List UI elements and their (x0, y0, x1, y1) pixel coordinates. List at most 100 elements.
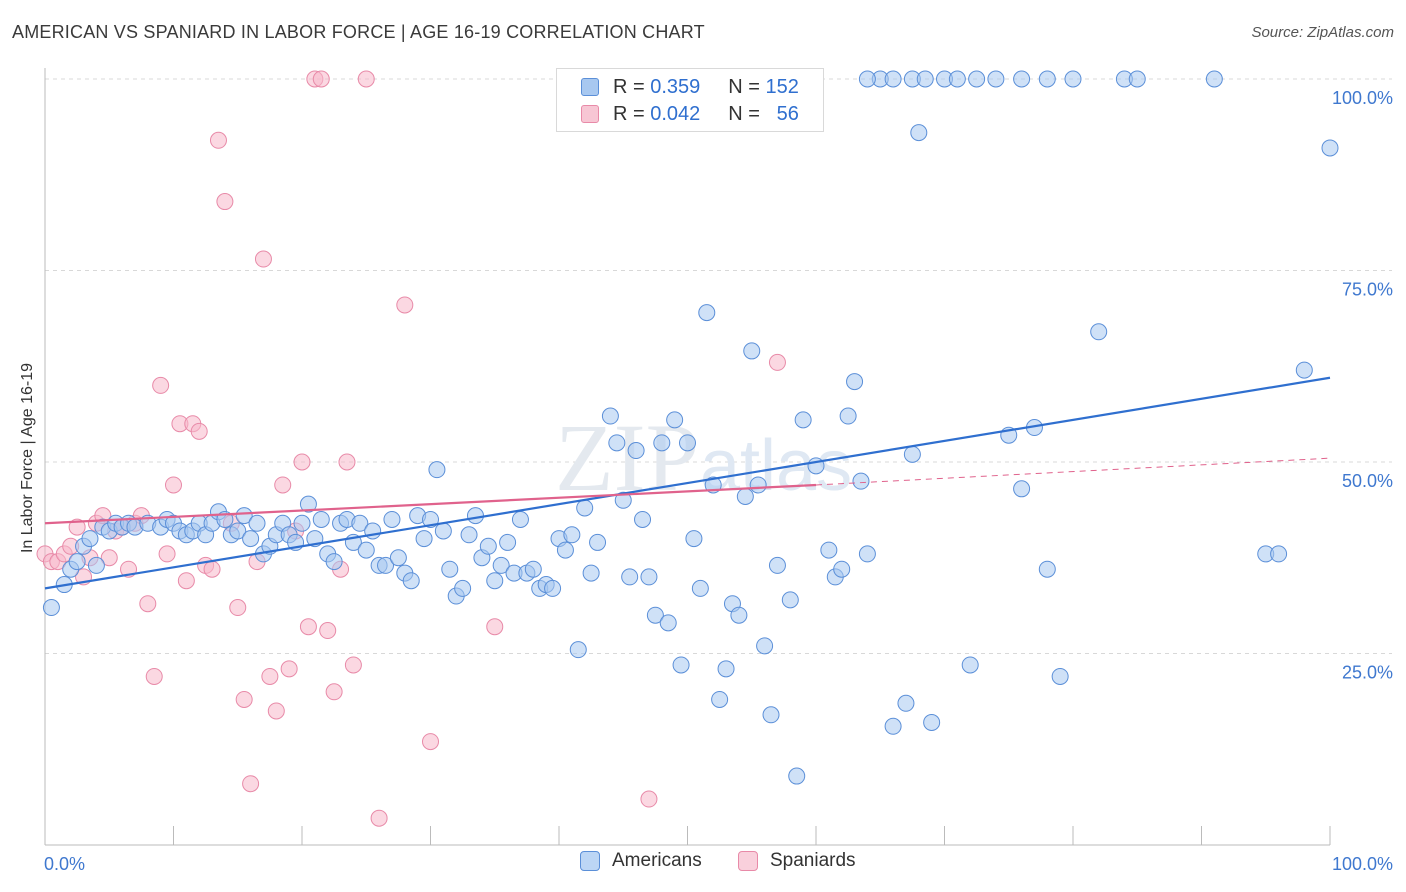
spaniard-point (280, 660, 298, 678)
spaniard-point (235, 690, 253, 708)
x-tick-label-min: 0.0% (44, 854, 85, 874)
spaniards-legend-swatch (738, 851, 758, 871)
americans-swatch (581, 78, 599, 96)
spaniard-point (261, 667, 279, 685)
american-point (608, 434, 626, 452)
american-point (884, 70, 902, 88)
american-point (81, 530, 99, 548)
spaniard-point (177, 572, 195, 590)
american-point (1013, 70, 1031, 88)
spaniard-point (344, 656, 362, 674)
y-tick-label: 100.0% (1332, 88, 1393, 108)
spaniard-point (274, 476, 292, 494)
spaniard-point (68, 518, 86, 536)
american-point (248, 514, 266, 532)
american-point (968, 70, 986, 88)
american-point (653, 434, 671, 452)
american-point (756, 637, 774, 655)
legend-n-value: 152 (765, 75, 799, 98)
american-point (659, 614, 677, 632)
legend-n-value: 56 (776, 102, 799, 125)
spaniard-point (229, 599, 247, 617)
legend-r-label: R = (613, 75, 645, 98)
american-point (1051, 667, 1069, 685)
american-point (351, 514, 369, 532)
american-point (1270, 545, 1288, 563)
y-tick-label: 25.0% (1342, 663, 1393, 683)
spaniard-point (216, 193, 234, 211)
americans-legend-swatch (580, 851, 600, 871)
american-point (511, 510, 529, 528)
spaniard-point (267, 702, 285, 720)
american-point (717, 660, 735, 678)
american-point (679, 434, 696, 452)
spaniard-point (165, 476, 182, 494)
legend-row-spaniards: R = 0.042 N = 56 (581, 101, 799, 127)
american-point (312, 510, 330, 528)
spaniard-point (370, 809, 388, 827)
american-point (666, 411, 684, 429)
chart-title: AMERICAN VS SPANIARD IN LABOR FORCE | AG… (12, 22, 705, 42)
chart-source: Source: ZipAtlas.com (1251, 24, 1394, 41)
american-point (293, 514, 311, 532)
stats-legend: R = 0.359 N = 152 R = 0.042 N = 56 (556, 68, 824, 132)
american-point (749, 476, 767, 494)
american-point (910, 124, 928, 142)
american-point (884, 717, 902, 735)
spaniard-point (209, 131, 227, 149)
american-point (235, 507, 253, 525)
spaniard-point (203, 560, 221, 578)
legend-r-value: 0.359 (650, 75, 701, 98)
spaniard-point (152, 376, 170, 394)
american-point (1038, 560, 1056, 578)
spaniard-point (768, 353, 786, 371)
spaniard-point (158, 545, 176, 563)
spaniard-point (145, 667, 163, 685)
american-point (582, 564, 600, 582)
american-point (492, 556, 510, 574)
americans-trend-line (44, 376, 1331, 590)
watermark-atlas: atlas (700, 426, 852, 506)
american-point (1205, 70, 1223, 88)
american-point (961, 656, 979, 674)
american-point (743, 342, 761, 360)
spaniard-point (422, 733, 439, 751)
american-point (820, 541, 838, 559)
american-point (415, 530, 433, 548)
american-point (563, 526, 581, 544)
legend-label-spaniards: Spaniards (770, 850, 856, 871)
american-point (858, 70, 876, 88)
american-point (736, 487, 754, 505)
american-point (68, 553, 86, 571)
legend-label-americans: Americans (612, 850, 702, 871)
american-point (1128, 70, 1146, 88)
spaniard-point (396, 296, 414, 314)
american-point (1064, 70, 1082, 88)
legend-item-spaniards: Spaniards (738, 850, 856, 872)
spaniard-point (242, 775, 260, 793)
spaniard-point (338, 453, 356, 471)
american-point (524, 560, 542, 578)
spaniards-trend-line (44, 483, 817, 525)
tick-labels: 25.0% 50.0% 75.0% 100.0% 0.0% 100.0% (44, 88, 1393, 874)
american-point (454, 579, 472, 597)
american-point (42, 599, 60, 617)
american-point (441, 560, 459, 578)
american-point (634, 510, 652, 528)
american-point (987, 70, 1005, 88)
american-point (685, 530, 703, 548)
american-point (383, 510, 401, 528)
american-point (730, 606, 748, 624)
american-point (839, 407, 857, 425)
legend-n-label: N = (728, 102, 760, 125)
spaniards-swatch (581, 105, 599, 123)
spaniard-point (325, 683, 343, 701)
axes (44, 68, 1331, 846)
spaniard-point (486, 618, 504, 636)
american-point (762, 706, 780, 724)
american-point (858, 545, 876, 563)
y-tick-label: 75.0% (1342, 280, 1393, 300)
legend-r-value: 0.042 (650, 102, 701, 125)
american-point (466, 507, 484, 525)
